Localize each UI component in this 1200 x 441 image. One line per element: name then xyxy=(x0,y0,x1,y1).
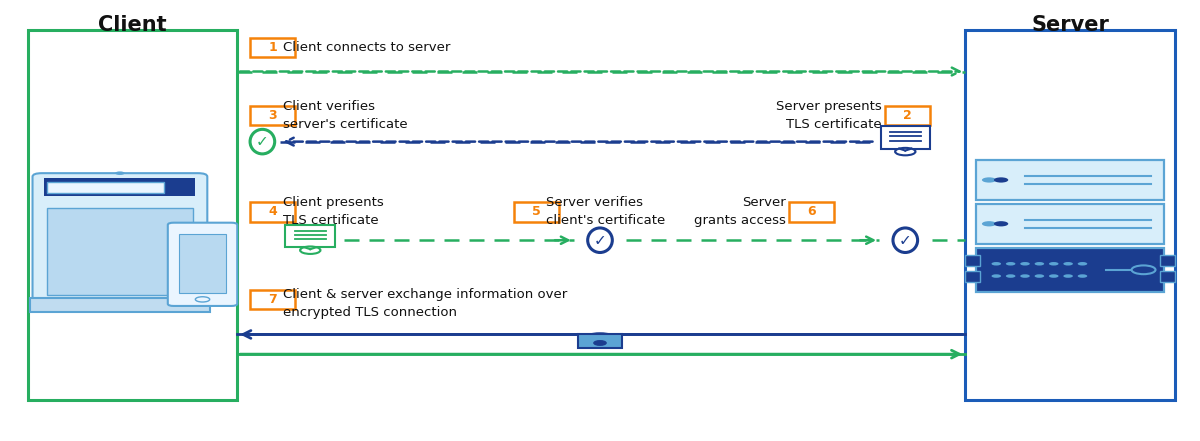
Circle shape xyxy=(300,247,320,254)
FancyBboxPatch shape xyxy=(881,126,930,149)
FancyBboxPatch shape xyxy=(286,225,335,247)
FancyBboxPatch shape xyxy=(1160,271,1175,282)
Text: ✓: ✓ xyxy=(899,233,912,248)
Circle shape xyxy=(1049,262,1058,265)
Circle shape xyxy=(1049,274,1058,278)
Circle shape xyxy=(594,341,606,345)
Circle shape xyxy=(1006,262,1015,265)
Text: Client connects to server: Client connects to server xyxy=(283,41,450,54)
FancyBboxPatch shape xyxy=(976,160,1164,200)
Text: Client verifies
server's certificate: Client verifies server's certificate xyxy=(283,100,407,131)
FancyBboxPatch shape xyxy=(47,182,163,193)
Text: 2: 2 xyxy=(904,109,912,122)
FancyBboxPatch shape xyxy=(47,208,193,295)
Ellipse shape xyxy=(250,129,275,154)
Circle shape xyxy=(982,221,996,226)
Circle shape xyxy=(1006,274,1015,278)
FancyBboxPatch shape xyxy=(251,37,295,57)
Circle shape xyxy=(115,172,125,175)
Text: Client presents
TLS certificate: Client presents TLS certificate xyxy=(283,196,384,227)
Circle shape xyxy=(77,185,86,188)
Text: Client: Client xyxy=(97,15,166,34)
Circle shape xyxy=(1020,274,1030,278)
Circle shape xyxy=(994,221,1008,226)
Text: Server
grants access: Server grants access xyxy=(694,196,786,227)
Circle shape xyxy=(1034,274,1044,278)
Text: Client & server exchange information over
encrypted TLS connection: Client & server exchange information ove… xyxy=(283,288,566,319)
Circle shape xyxy=(101,185,110,188)
FancyBboxPatch shape xyxy=(976,248,1164,292)
Circle shape xyxy=(982,177,996,183)
Text: Server verifies
client's certificate: Server verifies client's certificate xyxy=(546,196,665,227)
FancyBboxPatch shape xyxy=(790,202,834,221)
Text: 5: 5 xyxy=(532,205,541,218)
Circle shape xyxy=(994,177,1008,183)
Circle shape xyxy=(1034,262,1044,265)
Text: ✓: ✓ xyxy=(594,233,606,248)
FancyBboxPatch shape xyxy=(251,290,295,309)
FancyBboxPatch shape xyxy=(514,202,559,221)
Text: 7: 7 xyxy=(269,293,277,306)
Text: 1: 1 xyxy=(269,41,277,54)
Circle shape xyxy=(1063,274,1073,278)
Circle shape xyxy=(89,185,98,188)
Circle shape xyxy=(895,148,916,155)
Ellipse shape xyxy=(893,228,918,253)
FancyBboxPatch shape xyxy=(1160,255,1175,265)
Ellipse shape xyxy=(588,228,612,253)
Text: 6: 6 xyxy=(808,205,816,218)
Circle shape xyxy=(1132,265,1156,274)
FancyBboxPatch shape xyxy=(251,105,295,125)
FancyBboxPatch shape xyxy=(32,173,208,303)
FancyBboxPatch shape xyxy=(251,202,295,221)
FancyBboxPatch shape xyxy=(578,334,622,348)
Text: Server presents
TLS certificate: Server presents TLS certificate xyxy=(775,100,881,131)
Circle shape xyxy=(991,274,1001,278)
FancyBboxPatch shape xyxy=(44,178,196,196)
Text: 4: 4 xyxy=(269,205,277,218)
FancyBboxPatch shape xyxy=(179,234,227,293)
FancyBboxPatch shape xyxy=(965,271,979,282)
FancyBboxPatch shape xyxy=(30,298,210,312)
FancyBboxPatch shape xyxy=(965,255,979,265)
Text: Server: Server xyxy=(1032,15,1110,34)
Circle shape xyxy=(1063,262,1073,265)
FancyBboxPatch shape xyxy=(168,223,238,306)
Circle shape xyxy=(1020,262,1030,265)
FancyBboxPatch shape xyxy=(976,204,1164,244)
Text: ✓: ✓ xyxy=(256,134,269,149)
Text: 3: 3 xyxy=(269,109,277,122)
Circle shape xyxy=(1078,274,1087,278)
Circle shape xyxy=(991,262,1001,265)
FancyBboxPatch shape xyxy=(884,105,930,125)
Circle shape xyxy=(1078,262,1087,265)
